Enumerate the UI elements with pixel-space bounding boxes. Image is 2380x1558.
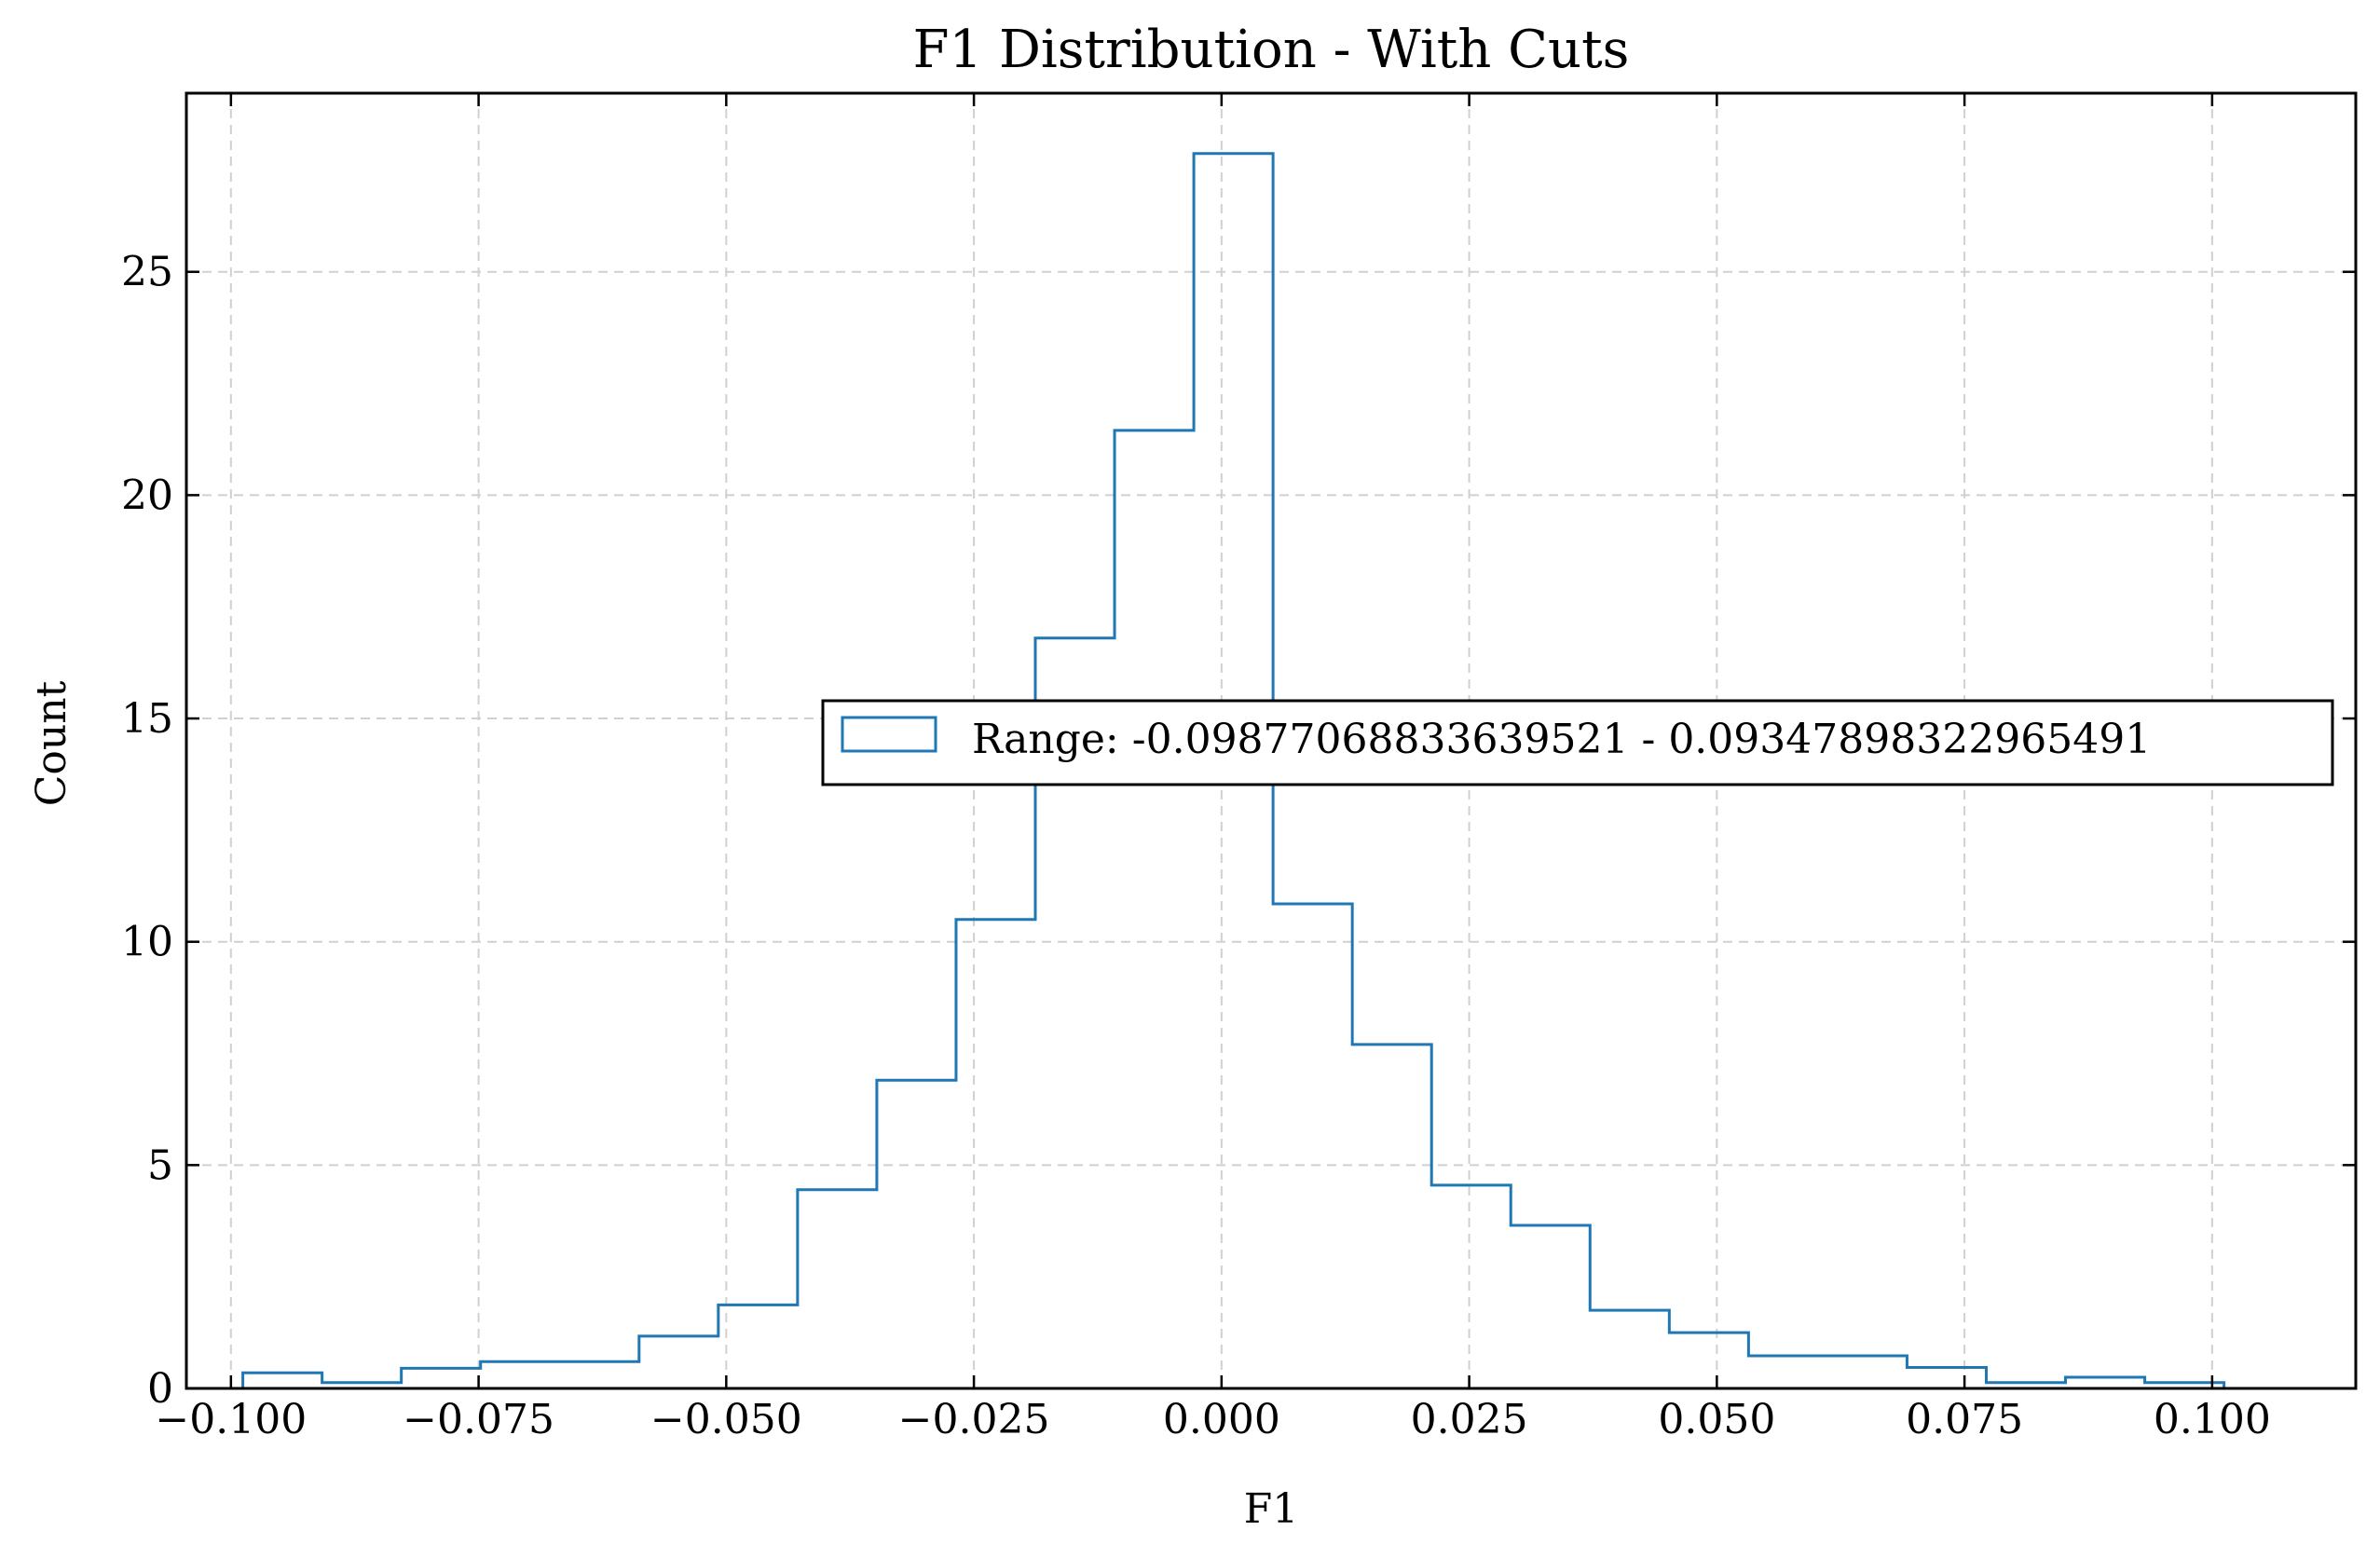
y-tick-labels: 0 5 10 15 20 25 <box>121 249 173 1413</box>
histogram-bin <box>243 1373 322 1388</box>
x-tick-label: −0.025 <box>898 1396 1050 1443</box>
histogram-bin <box>1352 1045 1431 1388</box>
histogram-series <box>241 152 2226 1388</box>
y-tick-label: 25 <box>121 249 173 296</box>
histogram-bin <box>1748 1356 1827 1388</box>
y-tick-label: 20 <box>121 472 173 519</box>
histogram-bin <box>560 1361 639 1388</box>
histogram-step-line <box>241 152 2226 1388</box>
y-tick-label: 10 <box>121 919 173 966</box>
histogram-bin <box>639 1336 718 1388</box>
histogram-bin <box>1827 1356 1907 1388</box>
histogram-bin <box>402 1368 481 1388</box>
x-tick-label: 0.075 <box>1906 1396 2023 1443</box>
x-tick-label: 0.025 <box>1411 1396 1528 1443</box>
x-tick-label: −0.100 <box>155 1396 307 1443</box>
x-tick-labels: −0.100 −0.075 −0.050 −0.025 0.000 0.025 0.050 0… <box>155 1396 2270 1443</box>
histogram-bin <box>2066 1377 2145 1388</box>
legend-swatch <box>841 716 937 753</box>
plot-frame <box>185 91 2358 1390</box>
histogram-bin <box>1431 1185 1511 1388</box>
legend-label: Range: -0.09877068833639521 - 0.09347898… <box>972 716 2151 763</box>
histogram-bin <box>1273 904 1352 1388</box>
x-tick-label: −0.050 <box>650 1396 802 1443</box>
histogram-bin <box>1511 1225 1590 1388</box>
y-tick-label: 0 <box>147 1365 173 1413</box>
histogram-bin <box>718 1305 798 1388</box>
axis-ticks <box>186 93 2356 1390</box>
x-axis-label: F1 <box>1244 1485 1299 1533</box>
histogram-bin <box>956 920 1035 1388</box>
histogram-bin <box>1115 430 1194 1388</box>
x-tick-label: −0.075 <box>403 1396 554 1443</box>
histogram-bin <box>1907 1367 1986 1388</box>
legend-box <box>821 699 2334 786</box>
legend: Range: -0.09877068833639521 - 0.09347898… <box>821 699 2334 786</box>
histogram-bin <box>877 1080 956 1388</box>
histogram-bin <box>1590 1310 1669 1388</box>
y-tick-label: 5 <box>147 1141 173 1189</box>
histogram-bin <box>481 1361 560 1388</box>
histogram-bin <box>1669 1332 1748 1388</box>
histogram-bin <box>798 1190 877 1388</box>
y-tick-label: 15 <box>121 695 173 743</box>
chart-title: F1 Distribution - With Cuts <box>913 20 1630 80</box>
x-tick-label: 0.050 <box>1658 1396 1775 1443</box>
y-axis-label: Count <box>28 680 75 806</box>
x-tick-label: 0.100 <box>2154 1396 2271 1443</box>
x-tick-label: 0.000 <box>1163 1396 1280 1443</box>
